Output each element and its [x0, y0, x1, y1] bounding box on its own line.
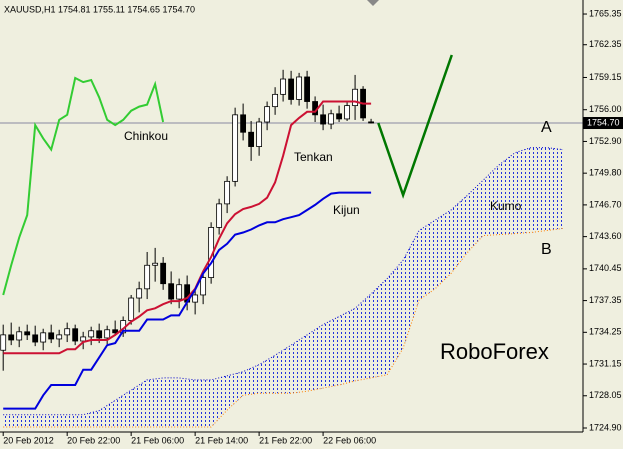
candle-body: [256, 121, 263, 147]
line-label: Chinkou: [124, 129, 168, 143]
y-tick-label: 1740.45: [589, 263, 622, 273]
candle-body: [144, 264, 151, 290]
candle-body: [56, 334, 63, 340]
candle-body: [24, 331, 31, 336]
candle-body: [128, 297, 135, 321]
candle-body: [248, 131, 255, 147]
candle-body: [304, 76, 310, 102]
candle-body: [288, 78, 295, 100]
candle-body: [112, 329, 119, 334]
chinkou-line: [2, 76, 165, 296]
span-a-line: [3, 147, 564, 416]
candle-body: [72, 328, 79, 342]
candle-body: [176, 284, 183, 300]
last-price-label: 1754.70: [587, 117, 620, 127]
candle-body: [136, 288, 143, 299]
candle-body: [48, 332, 55, 340]
y-tick-label: 1762.35: [589, 39, 622, 49]
line-label: Tenkan: [294, 150, 333, 164]
y-tick-label: 1731.15: [589, 358, 622, 368]
candle-body: [352, 88, 358, 107]
y-tick-label: 1724.90: [589, 422, 622, 432]
candle-body: [320, 114, 326, 125]
candle-body: [0, 334, 7, 351]
y-tick-label: 1737.35: [589, 295, 622, 305]
indicator-line: [3, 100, 372, 355]
x-tick-label: 21 Feb 14:00: [195, 435, 248, 445]
y-tick-label: 1746.70: [589, 199, 622, 209]
chart-title: XAUUSD,H1 1754.81 1755.11 1754.65 1754.7…: [4, 4, 195, 14]
span-b-line: [3, 227, 564, 428]
y-tick-label: 1752.90: [589, 136, 622, 146]
candle-body: [344, 105, 350, 120]
candle-body: [328, 113, 334, 125]
y-tick-label: 1728.05: [589, 390, 622, 400]
x-tick-label: 21 Feb 22:00: [259, 435, 312, 445]
shift-marker: [367, 0, 379, 6]
candle-body: [216, 203, 223, 228]
forecast-line: [377, 54, 453, 199]
candle-body: [272, 93, 279, 108]
x-tick-label: 21 Feb 06:00: [131, 435, 184, 445]
candle-body: [280, 78, 287, 95]
candle-body: [168, 283, 175, 300]
candle-body: [160, 262, 167, 285]
cloud-label: Kumo: [490, 199, 522, 213]
candle-body: [88, 330, 95, 338]
candle-body: [336, 113, 342, 120]
candle-body: [96, 330, 103, 339]
candle-body: [32, 334, 39, 343]
y-tick-label: 1756.00: [589, 104, 622, 114]
y-tick-label: 1734.25: [589, 327, 622, 337]
x-tick-label: 20 Feb 22:00: [67, 435, 120, 445]
kumo-fill: [3, 147, 564, 427]
candle-body: [224, 180, 231, 205]
candle-body: [368, 121, 374, 124]
candle-body: [104, 329, 111, 339]
candle-body: [8, 334, 15, 341]
y-tick-label: 1759.15: [589, 72, 622, 82]
last-price-box: [583, 117, 623, 130]
candle-body: [296, 76, 302, 100]
candle-body: [192, 294, 199, 303]
plot-area: [0, 54, 583, 428]
watermark: RoboForex: [440, 339, 549, 364]
candle-body: [64, 328, 71, 336]
y-tick-label: 1765.35: [589, 8, 622, 18]
line-label: Kijun: [333, 203, 360, 217]
candle-body: [80, 336, 87, 342]
span-label: A: [541, 119, 552, 136]
x-tick-label: 20 Feb 2012: [3, 435, 54, 445]
candle-body: [16, 331, 23, 341]
candle-body: [40, 332, 47, 343]
candle-body: [232, 114, 239, 182]
indicator-line: [3, 191, 372, 410]
candle-body: [264, 106, 271, 123]
candle-body: [152, 262, 159, 266]
y-tick-label: 1743.60: [589, 231, 622, 241]
span-label: B: [541, 241, 552, 258]
candle-body: [200, 277, 207, 296]
x-tick-label: 22 Feb 06:00: [323, 435, 376, 445]
candle-body: [240, 114, 247, 133]
y-tick-label: 1749.80: [589, 168, 622, 178]
